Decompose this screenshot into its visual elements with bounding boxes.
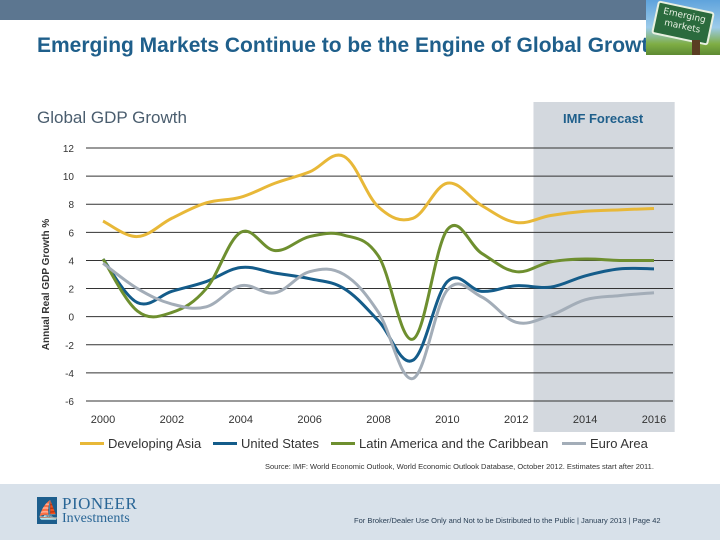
x-tick-labels: 2000 2002 2004 2006 2008 2010 2012 2014 2016 bbox=[91, 414, 666, 426]
y-tick-label: 2 bbox=[68, 285, 74, 296]
chart-subtitle: Global GDP Growth bbox=[37, 108, 187, 127]
footer-bar bbox=[0, 484, 720, 540]
slide-title: Emerging Markets Continue to be the Engi… bbox=[37, 34, 662, 57]
legend-item-developing-asia: Developing Asia bbox=[80, 436, 201, 451]
legend-swatch bbox=[80, 442, 104, 445]
x-tick-label: 2012 bbox=[504, 414, 528, 426]
legend-swatch bbox=[562, 442, 586, 445]
emerging-markets-sign-image: Emerging markets bbox=[646, 0, 720, 55]
header-bar bbox=[0, 0, 720, 20]
series-lines bbox=[101, 153, 655, 381]
legend-item-latin-america: Latin America and the Caribbean bbox=[331, 436, 548, 451]
legend-swatch bbox=[331, 442, 355, 445]
legend-label: Euro Area bbox=[590, 436, 648, 451]
logo-name: PIONEER bbox=[62, 494, 138, 513]
y-tick-label: 4 bbox=[68, 256, 74, 267]
series-line-latin-america-and-the-caribbean bbox=[101, 223, 655, 341]
y-tick-label: 12 bbox=[63, 144, 75, 155]
footer-disclaimer: For Broker/Dealer Use Only and Not to be… bbox=[354, 516, 661, 525]
y-axis-label: Annual Real GDP Growth % bbox=[41, 219, 52, 351]
x-tick-label: 2000 bbox=[91, 414, 115, 426]
x-tick-label: 2002 bbox=[160, 414, 184, 426]
y-tick-label: 10 bbox=[63, 172, 75, 183]
x-tick-label: 2014 bbox=[573, 414, 597, 426]
forecast-label: IMF Forecast bbox=[563, 111, 644, 126]
legend-label: Latin America and the Caribbean bbox=[359, 436, 549, 451]
x-tick-label: 2006 bbox=[297, 414, 321, 426]
x-tick-label: 2010 bbox=[435, 414, 459, 426]
legend-item-euro-area: Euro Area bbox=[562, 436, 648, 451]
series-line-developing-asia bbox=[102, 153, 655, 239]
legend-item-united-states: United States bbox=[213, 436, 319, 451]
x-tick-label: 2008 bbox=[366, 414, 390, 426]
logo-subname: Investments bbox=[62, 511, 130, 526]
pioneer-ship-logo-icon: ⛵ bbox=[37, 497, 59, 524]
legend-label: United States bbox=[241, 436, 320, 451]
y-tick-label: 8 bbox=[68, 200, 74, 211]
y-tick-label: 6 bbox=[68, 228, 74, 239]
y-tick-label: -6 bbox=[65, 397, 74, 408]
legend-swatch bbox=[213, 442, 237, 445]
y-tick-label: -2 bbox=[65, 341, 74, 352]
x-tick-label: 2004 bbox=[229, 414, 253, 426]
sign-post bbox=[692, 40, 700, 55]
source-note: Source: IMF: World Economic Outlook, Wor… bbox=[265, 462, 654, 471]
x-tick-label: 2016 bbox=[642, 414, 666, 426]
forecast-region bbox=[533, 102, 675, 432]
y-tick-labels: 12 10 8 6 4 2 0 -2 -4 -6 bbox=[63, 144, 75, 408]
gdp-growth-chart: 12 10 8 6 4 2 0 -2 -4 -6 2000 2002 2004 2006 2008 2010… bbox=[41, 102, 675, 432]
series-line-united-states bbox=[101, 258, 655, 363]
chart-legend: Developing Asia United States Latin Amer… bbox=[0, 436, 720, 452]
legend-label: Developing Asia bbox=[108, 436, 202, 451]
y-tick-label: 0 bbox=[68, 313, 74, 324]
series-line-euro-area bbox=[102, 262, 655, 381]
y-tick-label: -4 bbox=[65, 369, 74, 380]
